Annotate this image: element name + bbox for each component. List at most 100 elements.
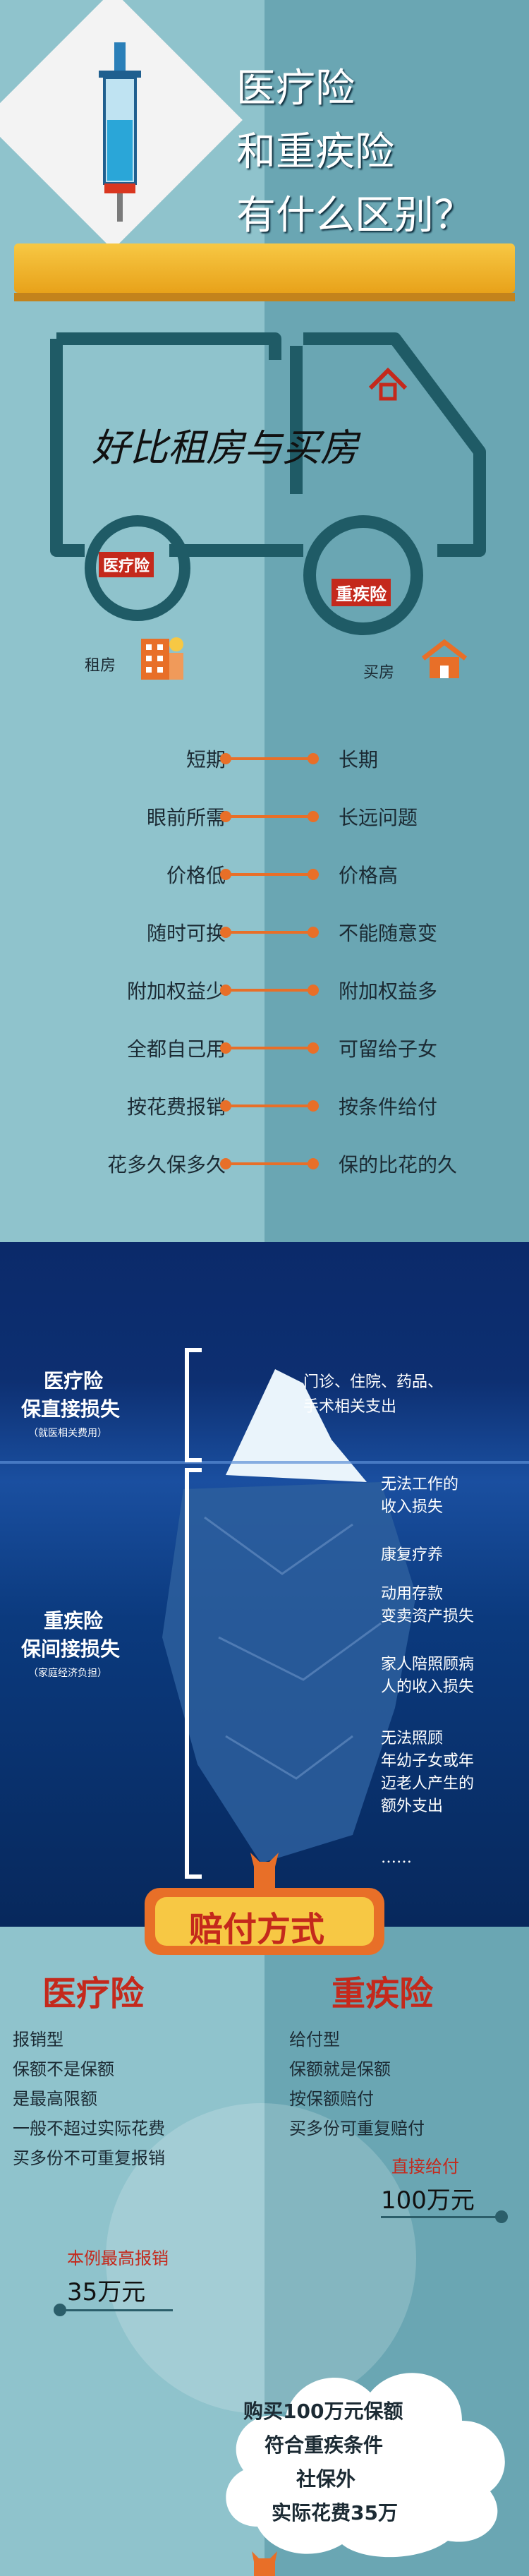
compare-connector — [224, 989, 313, 992]
loss-item-line: 动用存款 — [381, 1585, 444, 1603]
payout-left-line: 买多份不可重复报销 — [13, 2148, 165, 2168]
compare-right-item: 价格高 — [339, 864, 399, 887]
compare-dot-right — [308, 753, 319, 764]
loss-item-line: 收入损失 — [381, 1498, 444, 1516]
compare-dot-left — [220, 753, 231, 764]
cat-icon — [250, 1853, 279, 1888]
loss-item-line: 额外支出 — [381, 1798, 444, 1815]
payout-left-title: 医疗险 — [42, 1974, 145, 2014]
compare-right-item: 保的比花的久 — [339, 1153, 458, 1176]
loss-item-line: …… — [381, 1849, 412, 1867]
compare-dot-left — [220, 811, 231, 822]
compare-dot-left — [220, 927, 231, 938]
bottom-bracket — [185, 1468, 202, 1879]
cloud-line: 社保外 — [296, 2467, 356, 2491]
payout-left-bg — [0, 1927, 264, 2576]
payout-left-line: 保额不是保额 — [13, 2059, 114, 2079]
header-title-line2: 和重疾险 — [236, 129, 394, 175]
wheel-right-label: 重疾险 — [332, 579, 391, 606]
compare-connector — [224, 815, 313, 818]
compare-dot-left — [220, 1100, 231, 1112]
compare-dot-right — [308, 927, 319, 938]
compare-dot-left — [220, 1042, 231, 1054]
iceberg-bottom-label-line2: 保间接损失 — [21, 1637, 121, 1661]
cloud-line: 实际花费35万 — [272, 2501, 398, 2524]
compare-dot-left — [220, 1158, 231, 1169]
right-pay-dot — [495, 2210, 508, 2223]
iceberg-top-label-line2: 保直接损失 — [21, 1397, 121, 1421]
truck-tagline: 好比租房与买房 — [92, 426, 358, 470]
compare-left-item: 随时可换 — [146, 922, 226, 945]
loss-item-line: 变卖资产损失 — [381, 1608, 475, 1625]
payout-banner-text: 赔付方式 — [189, 1910, 325, 1949]
payout-left-line: 是最高限额 — [13, 2089, 97, 2109]
loss-item-line: 无法照顾 — [381, 1730, 444, 1747]
iceberg-bottom-label-note: （家庭经济负担） — [28, 1668, 107, 1679]
iceberg-top-desc-line1: 门诊、住院、药品、 — [303, 1373, 444, 1391]
cat-icon-bottom — [252, 2551, 277, 2576]
compare-dot-right — [308, 985, 319, 996]
payout-right-line: 给付型 — [289, 2030, 340, 2050]
compare-dot-right — [308, 869, 319, 880]
compare-dot-left — [220, 985, 231, 996]
compare-right-item: 长远问题 — [339, 806, 418, 829]
house-roof-icon — [368, 367, 408, 401]
left-pay-dot — [54, 2304, 66, 2316]
compare-dot-right — [308, 1042, 319, 1054]
compare-left-item: 全都自己用 — [126, 1037, 226, 1061]
left-pay-amount: 35万元 — [67, 2278, 146, 2306]
header-title-line3: 有什么区别？ — [236, 193, 473, 239]
buy-label: 买房 — [363, 664, 395, 682]
compare-left-item: 价格低 — [166, 864, 226, 887]
wheel-left-label: 医疗险 — [99, 552, 154, 577]
left-pay-label: 本例最高报销 — [67, 2249, 169, 2268]
iceberg-top-label-line1: 医疗险 — [44, 1369, 104, 1392]
rent-label: 租房 — [85, 657, 116, 675]
right-pay-label: 直接给付 — [391, 2157, 459, 2177]
iceberg-top-label-note: （就医相关费用） — [28, 1428, 107, 1439]
cloud-line: 符合重疾条件 — [264, 2433, 384, 2457]
cloud-line: 购买100万元保额 — [243, 2400, 403, 2423]
loss-item-line: 人的收入损失 — [381, 1678, 475, 1696]
payout-right-title: 重疾险 — [332, 1974, 434, 2014]
loss-item-line: 康复疗养 — [381, 1546, 444, 1564]
header-bar — [14, 243, 515, 293]
loss-item-line: 迈老人产生的 — [381, 1775, 475, 1793]
loss-item-line: 年幼子女或年 — [381, 1752, 475, 1770]
payout-circle — [106, 2103, 416, 2414]
wheel-right — [303, 515, 423, 635]
header-title-line1: 医疗险 — [236, 66, 355, 112]
top-bracket — [185, 1348, 202, 1462]
payout-left-line: 一般不超过实际花费 — [13, 2119, 165, 2138]
building-icon — [141, 637, 183, 680]
house-icon — [421, 639, 468, 678]
compare-right-item: 可留给子女 — [339, 1037, 438, 1061]
compare-dot-left — [220, 869, 231, 880]
loss-item-line: 无法工作的 — [381, 1476, 459, 1493]
loss-item-line: 家人陪照顾病 — [381, 1656, 475, 1673]
compare-left-item: 花多久保多久 — [107, 1153, 226, 1176]
compare-left-item: 短期 — [186, 748, 226, 771]
iceberg-bottom-label-line1: 重疾险 — [44, 1609, 104, 1632]
iceberg-top-desc-line2: 手术相关支出 — [303, 1398, 397, 1416]
compare-dot-right — [308, 1158, 319, 1169]
compare-connector — [224, 757, 313, 760]
right-pay-line — [381, 2216, 501, 2218]
compare-connector — [224, 873, 313, 876]
compare-left-item: 附加权益少 — [126, 980, 226, 1003]
compare-left-item: 按花费报销 — [126, 1095, 226, 1119]
compare-right-item: 附加权益多 — [339, 980, 438, 1003]
truck-outline — [50, 332, 486, 557]
compare-connector — [224, 1047, 313, 1049]
compare-dot-right — [308, 1100, 319, 1112]
payout-banner-inner — [155, 1897, 374, 1946]
payout-left-line: 报销型 — [13, 2030, 63, 2050]
iceberg-illustration — [162, 1369, 416, 1863]
payout-right-line: 保额就是保额 — [289, 2059, 391, 2079]
cloud-shape — [226, 2373, 505, 2558]
payout-right-line: 按保额赔付 — [289, 2089, 374, 2109]
right-pay-amount: 100万元 — [381, 2186, 475, 2215]
syringe-icon — [99, 42, 141, 222]
compare-right-item: 长期 — [339, 748, 379, 771]
